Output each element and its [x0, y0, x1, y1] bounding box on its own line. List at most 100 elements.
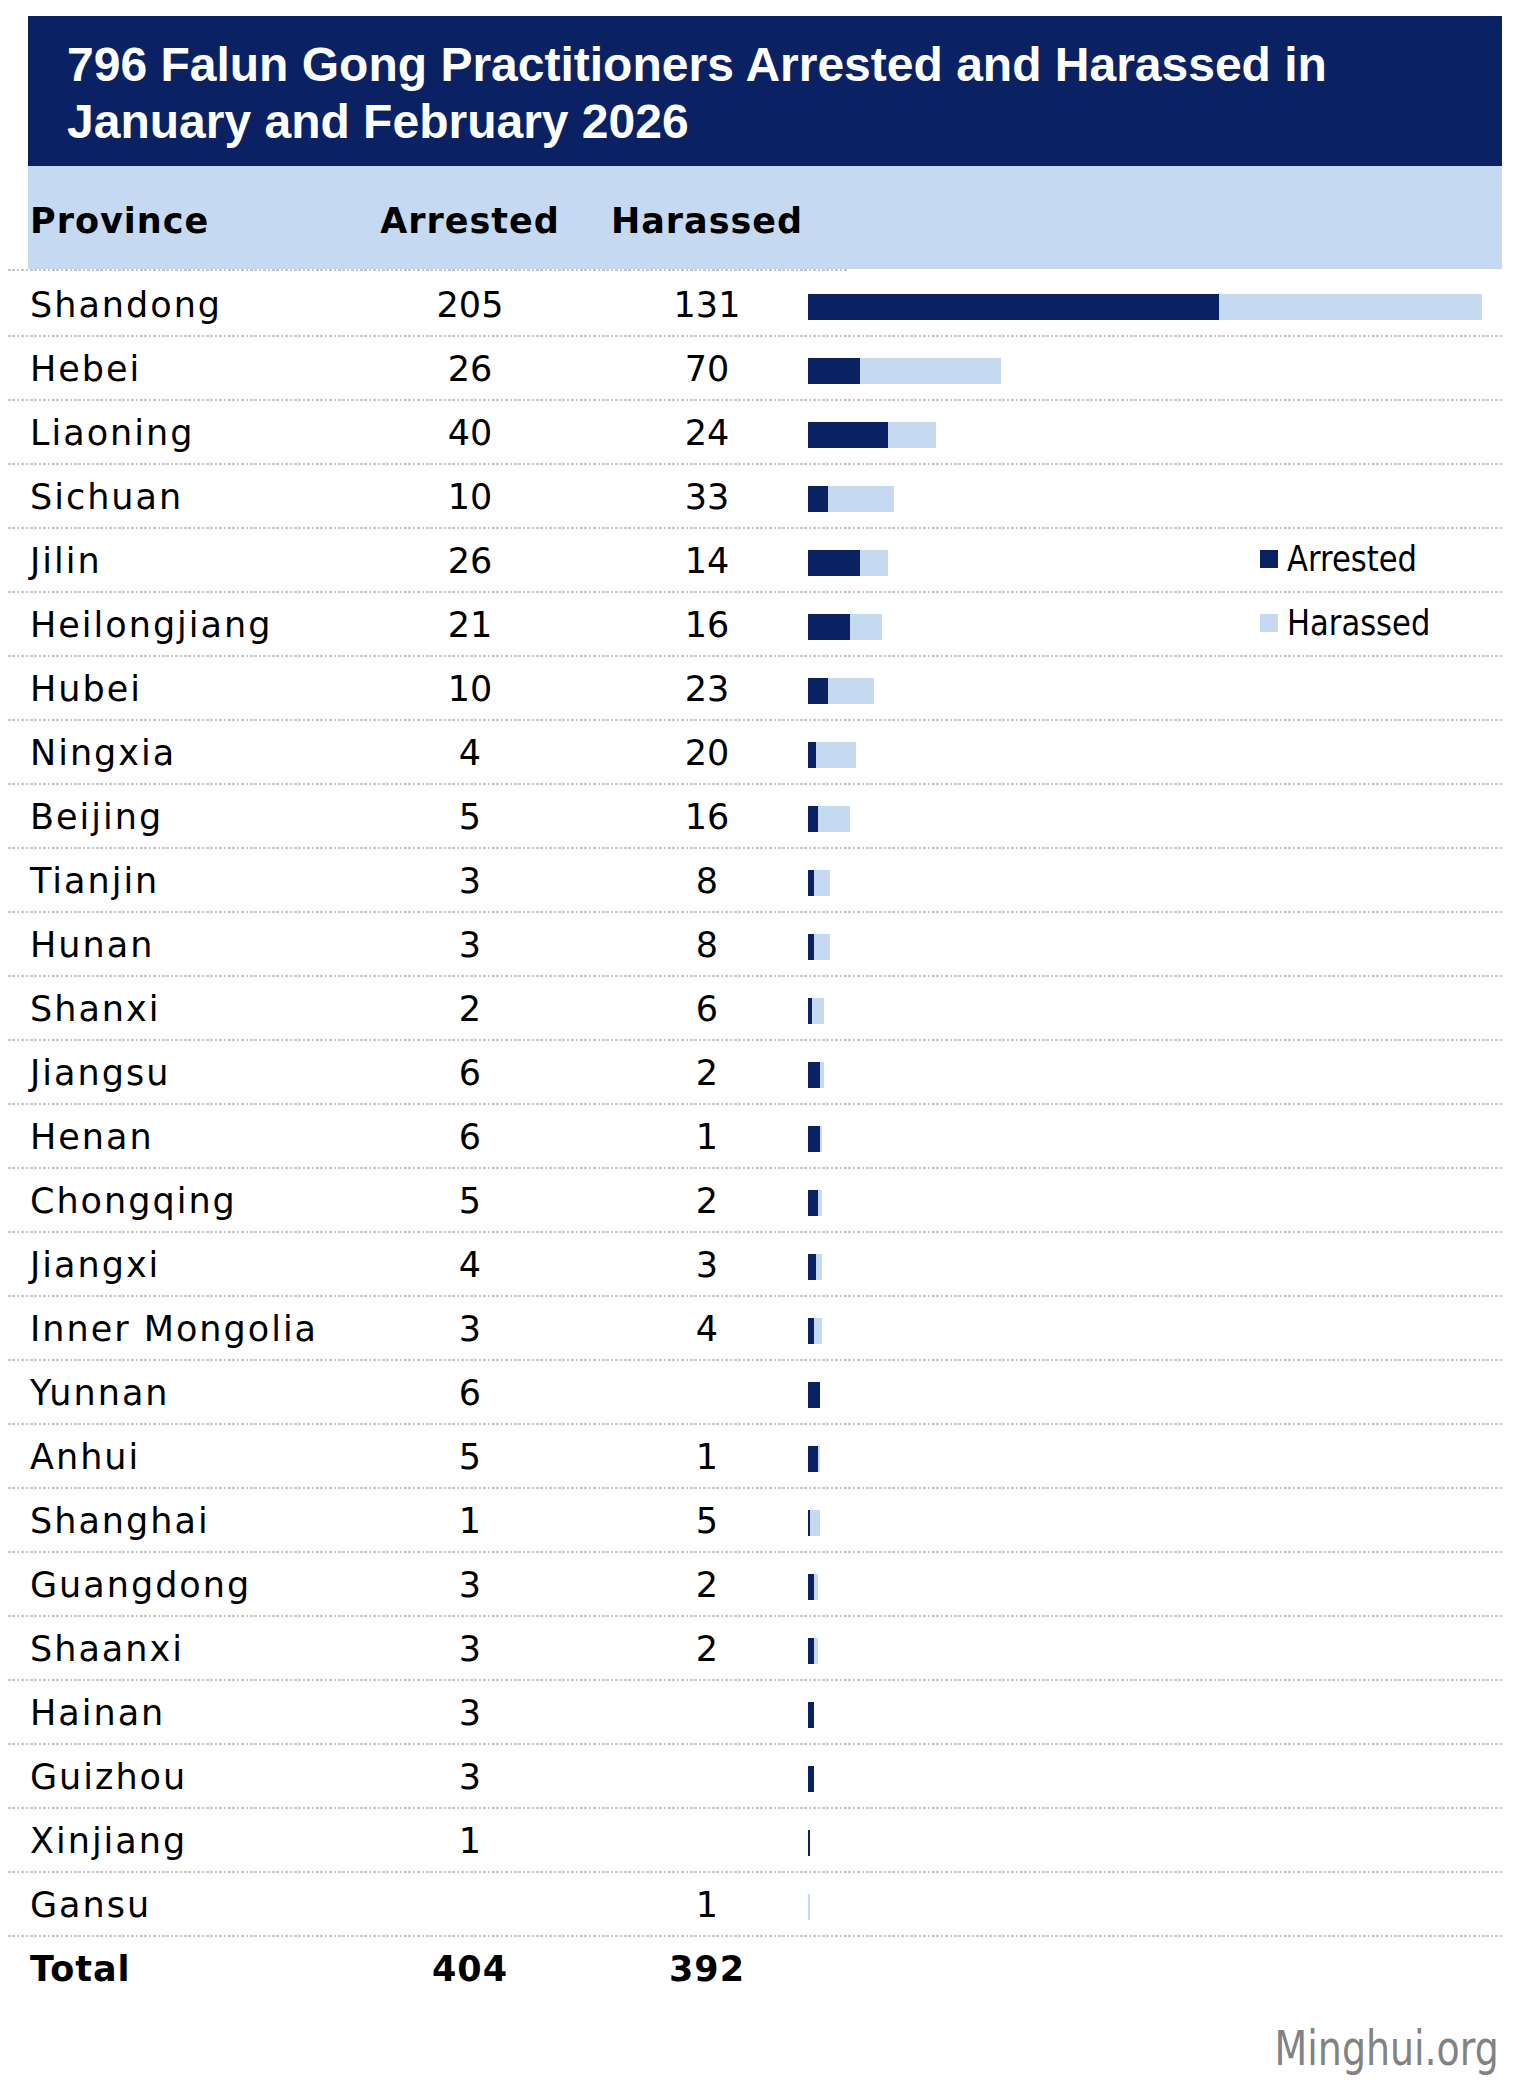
column-header-arrested: Arrested	[370, 170, 570, 273]
bar	[808, 1062, 824, 1088]
province-label: Jiangxi	[30, 1245, 160, 1285]
harassed-value: 2	[607, 1565, 807, 1605]
bar-harassed-segment	[888, 422, 936, 448]
bar	[808, 1446, 820, 1472]
bar	[808, 1574, 818, 1600]
province-label: Yunnan	[30, 1373, 170, 1413]
arrested-value: 5	[370, 1181, 570, 1221]
legend-label-arrested: Arrested	[1287, 539, 1417, 579]
header-underline	[8, 269, 848, 271]
bar	[808, 1702, 814, 1728]
arrested-value: 10	[370, 477, 570, 517]
province-label: Henan	[30, 1117, 154, 1157]
arrested-value: 3	[370, 1693, 570, 1733]
bar-harassed-segment	[850, 614, 882, 640]
legend-item-arrested: Arrested	[1260, 527, 1436, 591]
harassed-value: 70	[607, 349, 807, 389]
table-row: Hunan38	[8, 913, 1504, 977]
harassed-value: 131	[607, 285, 807, 325]
bar-harassed-segment	[860, 550, 888, 576]
table-row: Hebei2670	[8, 337, 1504, 401]
table-body: Shandong205131Hebei2670Liaoning4024Sichu…	[8, 273, 1504, 1937]
arrested-value: 3	[370, 1565, 570, 1605]
province-label: Shaanxi	[30, 1629, 184, 1669]
total-label: Total	[30, 1949, 131, 1989]
province-label: Tianjin	[30, 861, 159, 901]
bar-arrested-segment	[808, 678, 828, 704]
arrested-value: 3	[370, 861, 570, 901]
bar-harassed-segment	[818, 1190, 822, 1216]
bar-harassed-segment	[828, 678, 874, 704]
bar-harassed-segment	[818, 806, 850, 832]
bar	[808, 934, 830, 960]
bar-arrested-segment	[808, 1766, 814, 1792]
bar-arrested-segment	[808, 1126, 820, 1152]
arrested-value: 10	[370, 669, 570, 709]
bar-harassed-segment	[810, 1510, 820, 1536]
total-arrested-value: 404	[370, 1949, 570, 1989]
bar	[808, 998, 824, 1024]
province-label: Beijing	[30, 797, 163, 837]
bar-arrested-segment	[808, 486, 828, 512]
bar-arrested-segment	[808, 1254, 816, 1280]
arrested-value: 6	[370, 1373, 570, 1413]
bar	[808, 1894, 810, 1920]
bar-harassed-segment	[816, 742, 856, 768]
bar-harassed-segment	[808, 1894, 810, 1920]
table-row: Inner Mongolia34	[8, 1297, 1504, 1361]
province-label: Sichuan	[30, 477, 183, 517]
table-row: Shanghai15	[8, 1489, 1504, 1553]
province-label: Chongqing	[30, 1181, 237, 1221]
arrested-value: 4	[370, 733, 570, 773]
bar	[808, 1830, 810, 1856]
bar	[808, 1766, 814, 1792]
bar-harassed-segment	[820, 1062, 824, 1088]
bar-arrested-segment	[808, 806, 818, 832]
bar-arrested-segment	[808, 1382, 820, 1408]
bar-harassed-segment	[828, 486, 894, 512]
province-label: Shanxi	[30, 989, 160, 1029]
province-label: Liaoning	[30, 413, 194, 453]
bar	[808, 1638, 818, 1664]
bar	[808, 422, 936, 448]
harassed-value: 4	[607, 1309, 807, 1349]
arrested-value: 26	[370, 541, 570, 581]
arrested-value: 4	[370, 1245, 570, 1285]
harassed-value: 20	[607, 733, 807, 773]
arrested-value: 3	[370, 1757, 570, 1797]
bar	[808, 1126, 822, 1152]
harassed-value: 3	[607, 1245, 807, 1285]
province-label: Shanghai	[30, 1501, 210, 1541]
table-row: Shanxi26	[8, 977, 1504, 1041]
harassed-value: 16	[607, 605, 807, 645]
table-row: Liaoning4024	[8, 401, 1504, 465]
bar-harassed-segment	[814, 1574, 818, 1600]
province-label: Inner Mongolia	[30, 1309, 318, 1349]
harassed-value: 24	[607, 413, 807, 453]
arrested-value: 3	[370, 1629, 570, 1669]
total-row: Total 404 392	[8, 1937, 1504, 2001]
bar-harassed-segment	[814, 1318, 822, 1344]
column-header-province: Province	[30, 170, 209, 273]
bar-arrested-segment	[808, 1446, 818, 1472]
harassed-value: 23	[607, 669, 807, 709]
harassed-value: 1	[607, 1885, 807, 1925]
harassed-value: 14	[607, 541, 807, 581]
arrested-value: 6	[370, 1117, 570, 1157]
column-header-harassed: Harassed	[607, 170, 807, 273]
harassed-value: 1	[607, 1437, 807, 1477]
harassed-value: 1	[607, 1117, 807, 1157]
province-label: Guangdong	[30, 1565, 251, 1605]
table-row: Chongqing52	[8, 1169, 1504, 1233]
province-label: Hubei	[30, 669, 142, 709]
bar-harassed-segment	[1219, 294, 1482, 320]
table-row: Beijing516	[8, 785, 1504, 849]
bar	[808, 1382, 820, 1408]
legend-item-harassed: Harassed	[1260, 591, 1451, 655]
table-row: Sichuan1033	[8, 465, 1504, 529]
bar-harassed-segment	[814, 934, 830, 960]
title-band: 796 Falun Gong Practitioners Arrested an…	[28, 16, 1502, 166]
province-label: Anhui	[30, 1437, 140, 1477]
table-row: Yunnan 6	[8, 1361, 1504, 1425]
harassed-value: 2	[607, 1053, 807, 1093]
